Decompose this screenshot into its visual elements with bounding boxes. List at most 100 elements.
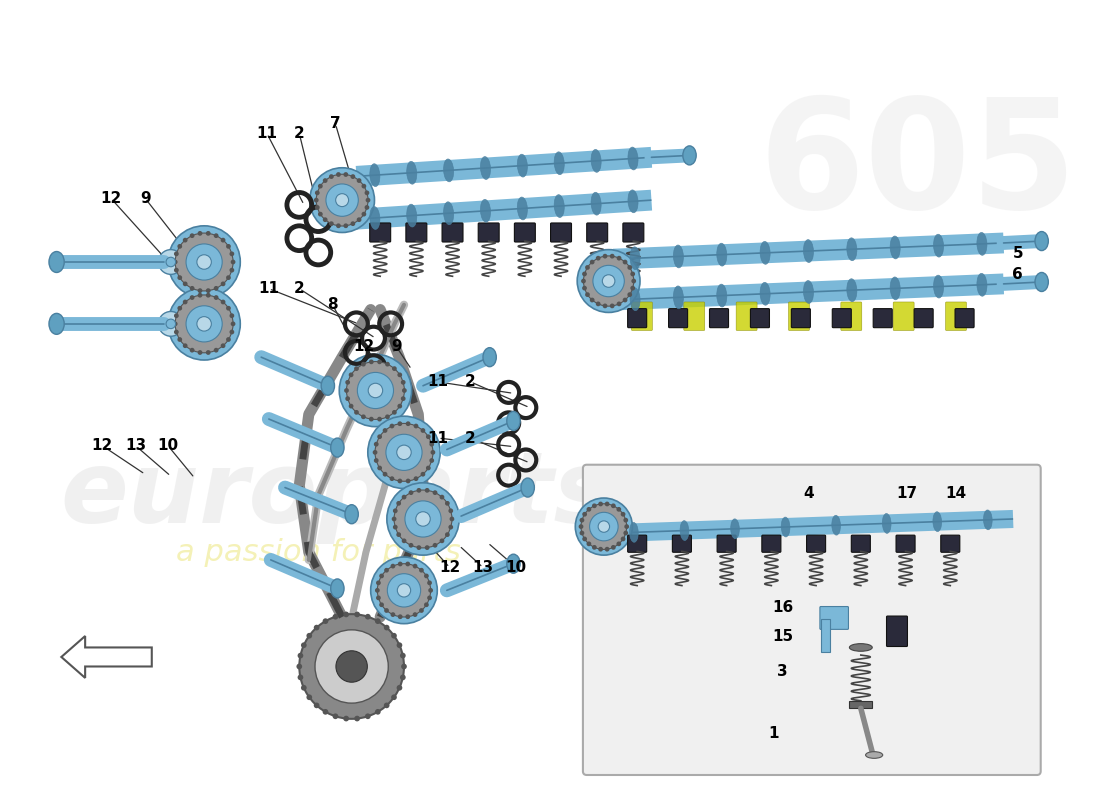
Circle shape: [230, 314, 234, 318]
Circle shape: [598, 502, 603, 506]
Circle shape: [580, 530, 584, 535]
Circle shape: [630, 286, 635, 290]
FancyBboxPatch shape: [851, 535, 870, 552]
Ellipse shape: [331, 579, 344, 598]
Circle shape: [373, 450, 377, 454]
Circle shape: [197, 254, 211, 270]
Circle shape: [298, 674, 304, 680]
Circle shape: [575, 498, 632, 555]
Circle shape: [374, 442, 378, 446]
Circle shape: [397, 445, 411, 459]
Circle shape: [582, 271, 587, 276]
FancyBboxPatch shape: [628, 309, 647, 328]
Ellipse shape: [832, 515, 840, 535]
Ellipse shape: [554, 152, 564, 174]
Circle shape: [362, 212, 366, 217]
Circle shape: [227, 306, 231, 310]
Text: 12: 12: [353, 339, 375, 354]
Circle shape: [582, 537, 587, 542]
Circle shape: [177, 306, 183, 310]
Circle shape: [168, 288, 240, 360]
Circle shape: [206, 293, 210, 298]
Circle shape: [221, 343, 226, 348]
Circle shape: [315, 630, 388, 703]
Circle shape: [186, 244, 222, 280]
Ellipse shape: [517, 154, 527, 177]
Ellipse shape: [1035, 273, 1048, 291]
Ellipse shape: [628, 190, 638, 213]
Circle shape: [375, 618, 381, 624]
Circle shape: [315, 190, 320, 195]
Circle shape: [351, 174, 355, 179]
Ellipse shape: [630, 288, 640, 310]
Circle shape: [631, 278, 636, 283]
Circle shape: [596, 256, 601, 261]
Circle shape: [417, 546, 421, 550]
Circle shape: [406, 614, 410, 619]
Circle shape: [592, 545, 596, 550]
Circle shape: [206, 350, 210, 355]
Circle shape: [392, 633, 397, 638]
Circle shape: [354, 611, 360, 618]
Circle shape: [590, 298, 594, 302]
Circle shape: [440, 494, 444, 499]
Text: 9: 9: [140, 190, 151, 206]
Circle shape: [365, 714, 371, 719]
Circle shape: [402, 664, 407, 670]
Circle shape: [377, 564, 430, 617]
Ellipse shape: [890, 236, 900, 259]
Circle shape: [367, 416, 440, 489]
Circle shape: [231, 260, 235, 264]
Circle shape: [336, 194, 349, 206]
Circle shape: [400, 396, 406, 401]
Text: 15: 15: [772, 629, 793, 643]
Circle shape: [620, 512, 626, 517]
Circle shape: [343, 172, 349, 177]
Circle shape: [426, 434, 431, 439]
FancyBboxPatch shape: [873, 309, 892, 328]
Circle shape: [397, 642, 403, 648]
Circle shape: [392, 366, 397, 371]
Circle shape: [197, 317, 211, 331]
Bar: [821, 619, 830, 652]
Circle shape: [616, 507, 622, 512]
Circle shape: [183, 343, 187, 348]
Circle shape: [585, 292, 590, 297]
Circle shape: [420, 428, 426, 433]
Ellipse shape: [443, 159, 453, 182]
Circle shape: [322, 218, 328, 222]
Circle shape: [627, 265, 632, 270]
Text: a passion for parts: a passion for parts: [176, 538, 461, 566]
FancyBboxPatch shape: [442, 223, 463, 242]
Circle shape: [314, 702, 319, 708]
Ellipse shape: [321, 376, 334, 395]
Circle shape: [375, 588, 379, 593]
Circle shape: [221, 282, 226, 286]
Circle shape: [425, 488, 429, 493]
Circle shape: [198, 231, 202, 236]
Circle shape: [318, 184, 322, 189]
Circle shape: [227, 337, 231, 342]
Circle shape: [379, 574, 384, 578]
Ellipse shape: [507, 411, 520, 430]
Circle shape: [322, 709, 328, 714]
Circle shape: [617, 256, 621, 261]
Circle shape: [394, 490, 452, 548]
Circle shape: [175, 233, 233, 291]
Circle shape: [314, 625, 319, 630]
Ellipse shape: [781, 517, 790, 537]
FancyBboxPatch shape: [717, 535, 736, 552]
FancyBboxPatch shape: [669, 309, 688, 328]
Circle shape: [620, 537, 626, 542]
Circle shape: [356, 218, 362, 222]
Circle shape: [402, 494, 407, 499]
Circle shape: [198, 288, 202, 293]
Circle shape: [166, 319, 176, 329]
Text: 6: 6: [1012, 267, 1023, 282]
Ellipse shape: [847, 238, 857, 261]
Ellipse shape: [591, 150, 602, 172]
Ellipse shape: [934, 234, 944, 257]
Circle shape: [397, 685, 403, 690]
Circle shape: [450, 517, 454, 522]
Text: 14: 14: [945, 486, 967, 501]
